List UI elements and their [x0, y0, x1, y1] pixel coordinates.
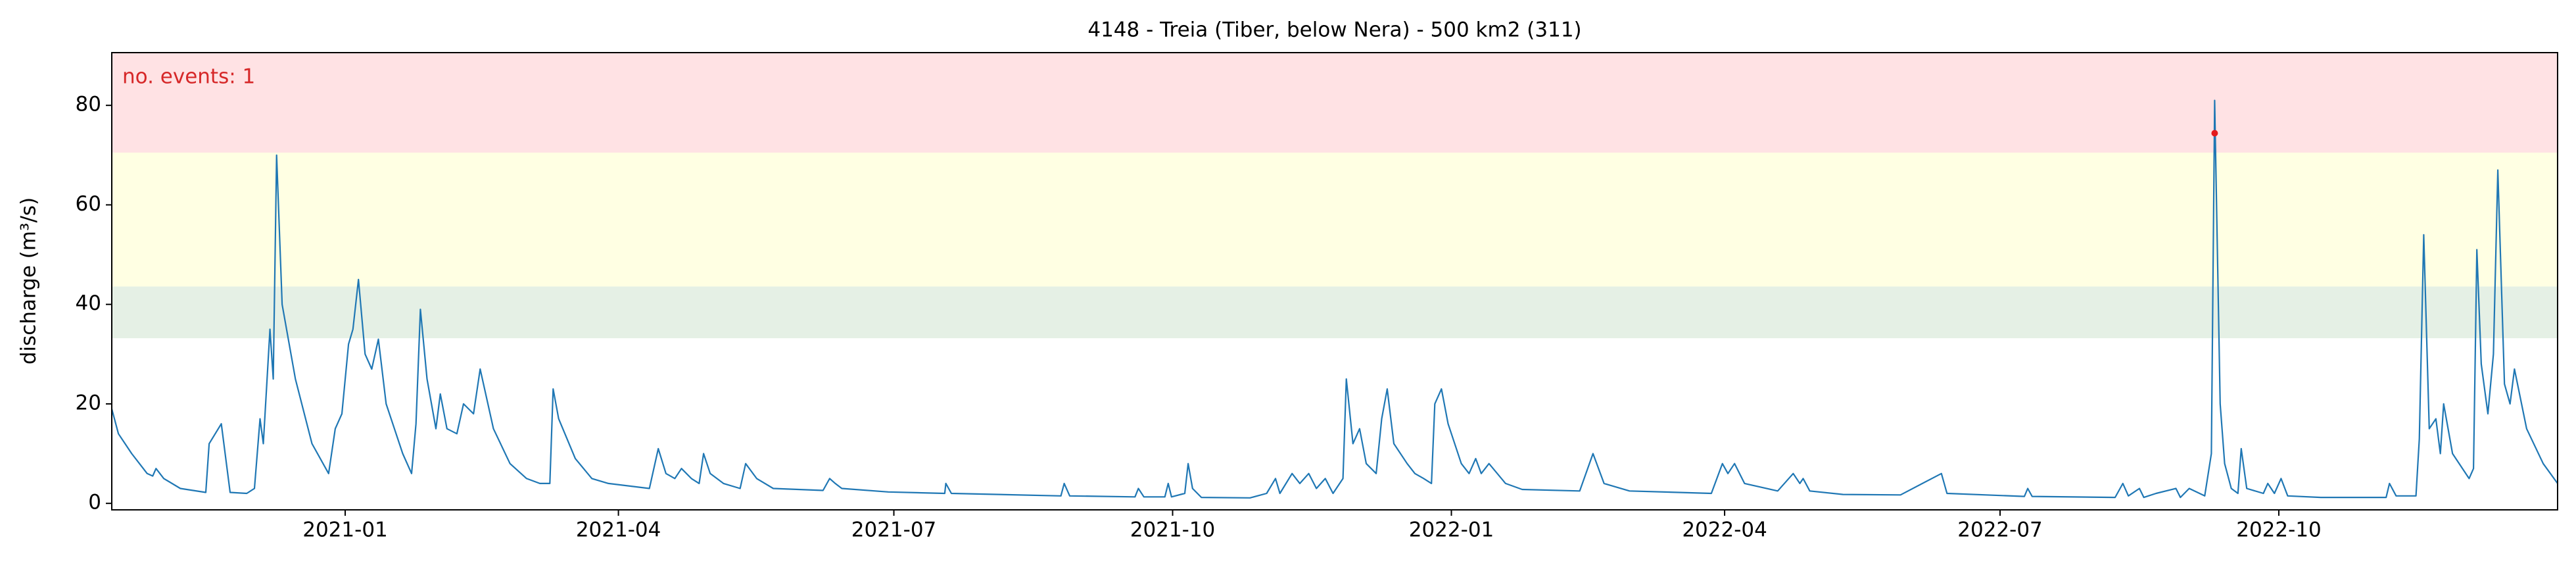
chart-title: 4148 - Treia (Tiber, below Nera) - 500 k… [1087, 18, 1581, 42]
threshold-band [112, 53, 2558, 153]
x-tick-label: 2021-07 [851, 518, 937, 542]
x-tick-label: 2021-04 [576, 518, 661, 542]
event-marker [2211, 130, 2218, 137]
y-tick-label: 0 [88, 491, 101, 514]
x-tick-label: 2021-01 [302, 518, 388, 542]
y-tick-label: 60 [76, 192, 101, 216]
x-tick-label: 2021-10 [1130, 518, 1216, 542]
x-tick-label: 2022-04 [1682, 518, 1767, 542]
y-tick-label: 20 [76, 391, 101, 414]
plot-frame [111, 52, 2558, 511]
threshold-band [112, 153, 2558, 287]
event-count: no. events: 1 [122, 65, 255, 89]
x-tick-label: 2022-07 [1957, 518, 2043, 542]
y-axis-label: discharge (m³/s) [17, 197, 41, 364]
y-tick-label: 40 [76, 291, 101, 315]
x-tick-label: 2022-01 [1409, 518, 1494, 542]
x-tick-label: 2022-10 [2236, 518, 2322, 542]
y-tick-label: 80 [76, 93, 101, 116]
threshold-band [112, 286, 2558, 339]
discharge-line [110, 99, 2558, 499]
